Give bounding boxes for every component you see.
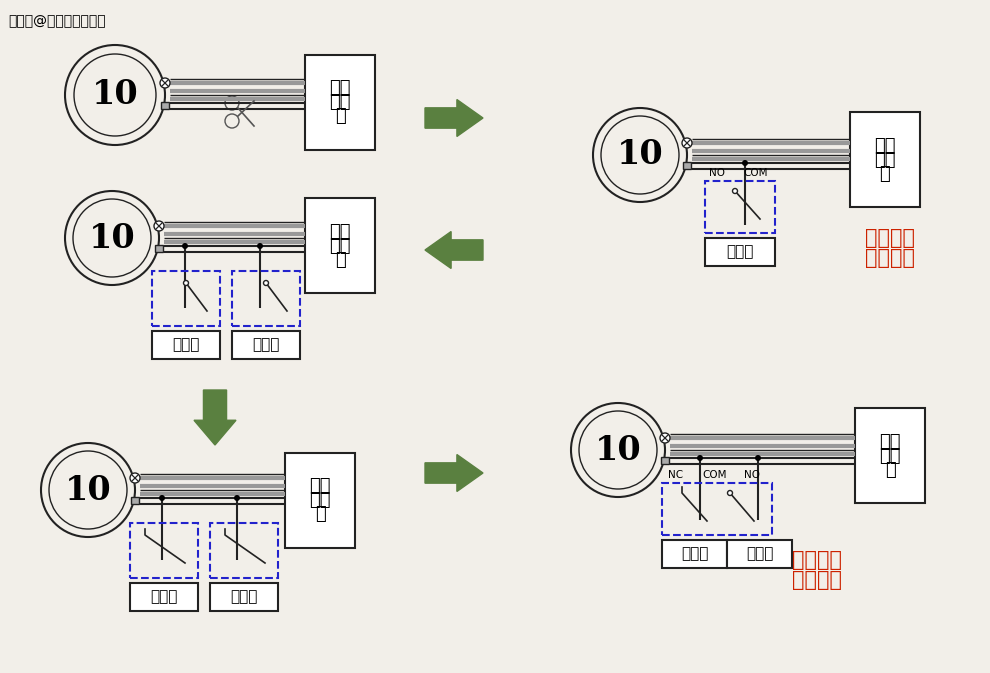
Text: 电梯: 电梯 <box>330 223 350 240</box>
Text: 逻辑: 逻辑 <box>874 151 896 168</box>
Circle shape <box>728 491 733 495</box>
Text: 逻辑: 逻辑 <box>330 236 350 254</box>
Circle shape <box>755 455 761 461</box>
Circle shape <box>263 281 268 285</box>
Text: NO: NO <box>744 470 760 480</box>
Text: 电梯: 电梯 <box>874 137 896 155</box>
Bar <box>850 112 920 207</box>
Text: 继电器: 继电器 <box>172 337 200 353</box>
Circle shape <box>130 473 140 483</box>
Text: 逻辑: 逻辑 <box>330 94 350 112</box>
Text: 继电器: 继电器 <box>681 546 708 561</box>
Circle shape <box>154 221 164 231</box>
Text: 继电器: 继电器 <box>150 590 177 604</box>
Circle shape <box>660 433 670 443</box>
Text: NC: NC <box>668 470 683 480</box>
Text: 器: 器 <box>335 108 346 125</box>
Circle shape <box>682 138 692 148</box>
Bar <box>161 102 169 108</box>
Text: 双继电器: 双继电器 <box>792 550 842 570</box>
Text: COM: COM <box>743 168 767 178</box>
Bar <box>152 331 220 359</box>
Bar <box>661 456 669 464</box>
Text: 逻辑: 逻辑 <box>879 446 901 464</box>
Text: 10: 10 <box>617 139 663 172</box>
Circle shape <box>182 243 188 249</box>
Text: 10: 10 <box>64 474 111 507</box>
Text: 逻辑: 逻辑 <box>309 491 331 509</box>
Text: 器: 器 <box>880 164 890 182</box>
Text: 10: 10 <box>595 433 642 466</box>
Bar <box>683 162 691 168</box>
Polygon shape <box>194 390 236 445</box>
Bar <box>130 583 198 611</box>
Bar <box>662 540 727 568</box>
Text: 器: 器 <box>335 250 346 269</box>
Text: 继电器: 继电器 <box>252 337 280 353</box>
Bar <box>855 408 925 503</box>
Bar <box>232 331 300 359</box>
Text: 继电器: 继电器 <box>745 546 773 561</box>
Circle shape <box>257 243 263 249</box>
Circle shape <box>159 495 165 501</box>
Text: 控制方式: 控制方式 <box>865 248 915 268</box>
Bar <box>155 244 163 252</box>
Text: 10: 10 <box>92 79 139 112</box>
Bar <box>285 453 355 548</box>
Text: 单继电器: 单继电器 <box>865 228 915 248</box>
Bar <box>130 523 198 578</box>
Circle shape <box>160 78 170 88</box>
Text: NO: NO <box>709 168 725 178</box>
Text: 电梯: 电梯 <box>330 79 350 98</box>
Bar <box>662 483 772 535</box>
Bar <box>210 523 278 578</box>
Bar <box>232 271 300 326</box>
Text: 控制方式: 控制方式 <box>792 570 842 590</box>
Text: 器: 器 <box>885 460 895 479</box>
Bar <box>210 583 278 611</box>
Polygon shape <box>425 454 483 491</box>
Bar <box>305 198 375 293</box>
Circle shape <box>733 188 738 194</box>
Text: 器: 器 <box>315 505 326 524</box>
Bar <box>131 497 139 503</box>
Circle shape <box>742 160 748 166</box>
Text: 继电器: 继电器 <box>231 590 257 604</box>
Text: 10: 10 <box>89 221 136 254</box>
Circle shape <box>183 281 188 285</box>
Bar <box>705 238 775 266</box>
Polygon shape <box>425 232 483 269</box>
Bar <box>705 181 775 233</box>
Text: 继电器: 继电器 <box>727 244 753 260</box>
Text: COM: COM <box>702 470 727 480</box>
Circle shape <box>234 495 240 501</box>
Bar <box>727 540 792 568</box>
Text: 搜狐号@深圳市多奥科技: 搜狐号@深圳市多奥科技 <box>8 14 106 28</box>
Bar <box>305 55 375 150</box>
Text: 电梯: 电梯 <box>309 478 331 495</box>
Bar <box>152 271 220 326</box>
Text: 电梯: 电梯 <box>879 433 901 450</box>
Polygon shape <box>425 100 483 137</box>
Circle shape <box>697 455 703 461</box>
